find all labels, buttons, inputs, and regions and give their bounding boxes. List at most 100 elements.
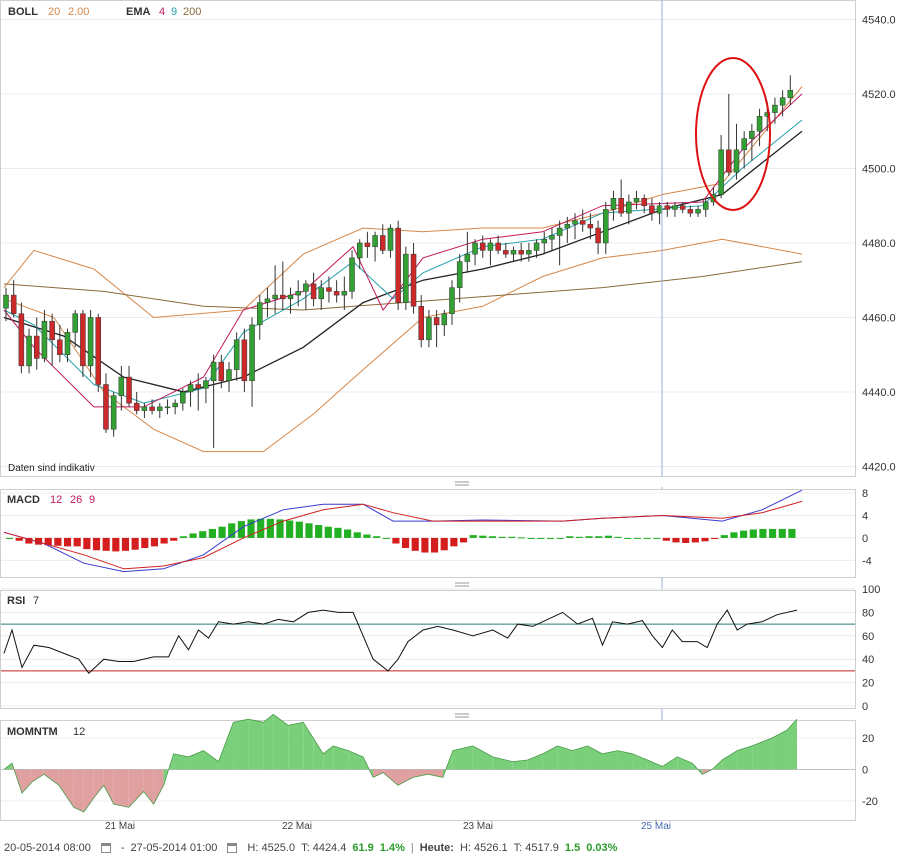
macd-histogram-bar	[595, 536, 603, 538]
x-axis: 21 Mai 22 Mai 23 Mai 25 Mai	[105, 820, 671, 832]
candle-body	[157, 406, 163, 411]
range-to[interactable]: 27-05-2014 01:00	[130, 842, 218, 854]
macd-histogram-bar	[537, 537, 545, 539]
candle-body	[672, 205, 678, 210]
candle-body	[556, 227, 563, 236]
candle-body	[226, 369, 232, 382]
panel-grip-3[interactable]	[455, 713, 469, 718]
candle-body	[510, 250, 517, 255]
period-high: H: 4525.0	[247, 842, 296, 854]
y-tick-label: 60	[862, 631, 874, 643]
macd-histogram-bar	[257, 518, 265, 538]
candle-body	[679, 205, 686, 210]
candle-body	[526, 250, 532, 255]
momentum-area-segment	[587, 745, 603, 770]
macd-histogram-bar	[691, 537, 699, 543]
candle-body	[718, 149, 724, 195]
momentum-area-segment	[31, 769, 44, 783]
candle-body	[702, 201, 709, 210]
panel-grip-1[interactable]	[0, 477, 923, 487]
candle-body	[141, 406, 148, 411]
macd-histogram-bar	[73, 537, 81, 547]
macd-histogram-bar	[228, 523, 236, 538]
y-tick-label: 4480.0	[862, 238, 896, 250]
candle-body	[18, 313, 25, 367]
candle-body	[626, 201, 632, 214]
macd-histogram-bar	[585, 536, 593, 538]
macd-histogram-bar	[276, 519, 284, 538]
momentum-area-segment	[188, 750, 204, 770]
candle-body	[80, 313, 86, 367]
y-tick-label: 4500.0	[862, 163, 896, 175]
macd-histogram-bar	[266, 518, 274, 538]
momentum-area-segment	[617, 750, 633, 770]
candle-body	[749, 130, 755, 139]
range-dash: -	[120, 842, 125, 854]
candle-body	[756, 116, 763, 132]
range-from[interactable]: 20-05-2014 08:00	[4, 842, 91, 854]
candle-body	[3, 294, 9, 309]
candle-body	[126, 376, 132, 404]
momentum-area-segment	[557, 745, 573, 770]
boll-legend-name: BOLL	[8, 6, 38, 18]
candle-body	[518, 250, 524, 255]
candle-body	[164, 406, 171, 409]
momentum-area-segment	[412, 769, 428, 778]
macd-histogram-bar	[141, 537, 149, 549]
candle-body	[333, 291, 340, 296]
macd-histogram-bar	[34, 537, 43, 545]
macd-histogram-bar	[604, 535, 612, 538]
ema-legend-p2: 9	[171, 6, 177, 18]
macd-histogram-bar	[488, 536, 497, 538]
macd-histogram-bar	[759, 528, 767, 538]
macd-histogram-bar	[373, 536, 381, 538]
momentum-area-segment	[527, 753, 543, 770]
momentum-area-segment	[572, 745, 588, 770]
macd-histogram-bar	[199, 531, 207, 538]
macd-histogram-bar	[711, 537, 719, 540]
candle-body	[472, 242, 478, 255]
y-tick-label: 20	[862, 678, 874, 690]
macd-histogram-bar	[315, 525, 323, 538]
candle-body	[149, 406, 155, 411]
macd-histogram-bar	[614, 536, 622, 538]
momentum-area-segment	[787, 719, 798, 770]
candle-body	[133, 402, 140, 411]
y-tick-label: 80	[862, 607, 874, 619]
panel-grip-2[interactable]	[455, 582, 469, 587]
footer-bar: 20-05-2014 08:00 - 27-05-2014 01:00 H: 4…	[0, 840, 923, 856]
candle-body	[172, 402, 178, 408]
y-tick-label: 100	[862, 584, 880, 596]
candle-body	[433, 317, 440, 326]
candles	[3, 75, 794, 448]
candle-body	[57, 339, 63, 355]
candle-body	[180, 391, 186, 404]
macd-histogram-bar	[83, 537, 91, 550]
macd-histogram-bar	[653, 537, 661, 539]
macd-histogram-bar	[682, 537, 690, 543]
rsi-p1: 7	[33, 595, 39, 607]
momentum-area-segment	[248, 719, 264, 770]
momentum-area-segment	[662, 756, 678, 770]
candle-body	[364, 242, 371, 247]
today-change: 1.5	[564, 842, 581, 854]
macd-p2: 26	[70, 494, 82, 506]
candle-body	[741, 138, 747, 151]
candle-body	[241, 339, 248, 382]
macd-histogram-bar	[624, 537, 632, 539]
macd-histogram-bar	[459, 537, 468, 543]
candle-body	[787, 89, 794, 98]
calendar-to-icon[interactable]	[227, 843, 238, 853]
candle-body	[233, 339, 240, 370]
candle-body	[103, 384, 109, 430]
candle-body	[633, 198, 640, 203]
today-low: T: 4517.9	[513, 842, 559, 854]
momentum-area-segment	[647, 760, 663, 770]
ema-legend-p1: 4	[159, 6, 165, 18]
macd-p1: 12	[50, 494, 62, 506]
calendar-from-icon[interactable]	[100, 843, 111, 853]
footer-divider: |	[410, 842, 414, 854]
candle-body	[349, 257, 355, 292]
macd-histogram-bar	[382, 537, 390, 539]
